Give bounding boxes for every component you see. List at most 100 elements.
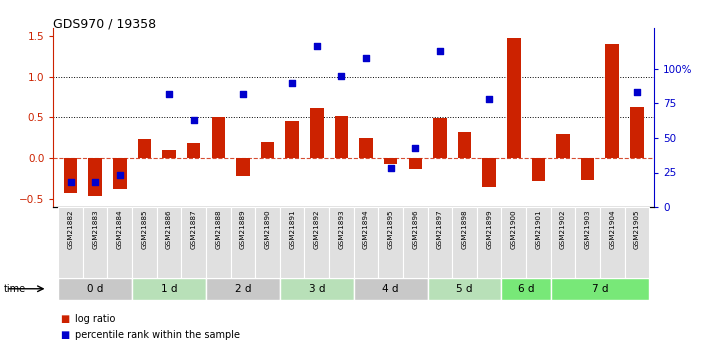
Bar <box>477 207 501 278</box>
Text: GSM21891: GSM21891 <box>289 210 295 249</box>
Text: 6 d: 6 d <box>518 284 535 294</box>
Bar <box>359 138 373 158</box>
Bar <box>452 207 477 278</box>
Bar <box>335 116 348 158</box>
Text: GSM21901: GSM21901 <box>535 210 541 249</box>
Bar <box>501 278 551 300</box>
Bar <box>427 207 452 278</box>
Text: 2 d: 2 d <box>235 284 251 294</box>
Bar <box>107 207 132 278</box>
Point <box>65 179 76 185</box>
Text: GSM21887: GSM21887 <box>191 210 197 249</box>
Bar <box>236 158 250 176</box>
Bar <box>482 158 496 187</box>
Bar <box>329 207 354 278</box>
Text: 0 d: 0 d <box>87 284 103 294</box>
Bar <box>162 150 176 158</box>
Point <box>164 91 175 97</box>
Bar <box>156 207 181 278</box>
Bar <box>433 118 447 158</box>
Text: 5 d: 5 d <box>456 284 473 294</box>
Point <box>188 117 199 123</box>
Text: ■: ■ <box>60 314 70 324</box>
Bar <box>501 207 526 278</box>
Bar <box>138 139 151 158</box>
Point <box>336 73 347 79</box>
Bar <box>384 158 397 164</box>
Point <box>508 1 520 7</box>
Bar <box>83 207 107 278</box>
Bar <box>230 207 255 278</box>
Bar <box>507 38 520 158</box>
Bar <box>354 207 378 278</box>
Text: GSM21894: GSM21894 <box>363 210 369 249</box>
Text: 1 d: 1 d <box>161 284 177 294</box>
Bar <box>206 207 230 278</box>
Text: GSM21882: GSM21882 <box>68 210 73 249</box>
Bar <box>304 207 329 278</box>
Text: percentile rank within the sample: percentile rank within the sample <box>75 331 240 340</box>
Point <box>287 80 298 86</box>
Text: GSM21904: GSM21904 <box>609 210 615 249</box>
Bar <box>261 142 274 158</box>
Text: GSM21888: GSM21888 <box>215 210 221 249</box>
Text: GSM21897: GSM21897 <box>437 210 443 249</box>
Point <box>114 172 126 178</box>
Bar <box>427 278 501 300</box>
Bar <box>551 207 575 278</box>
Bar <box>212 117 225 158</box>
Text: GSM21892: GSM21892 <box>314 210 320 249</box>
Text: time: time <box>4 284 26 294</box>
Point <box>360 55 372 61</box>
Bar <box>181 207 206 278</box>
Bar <box>600 207 624 278</box>
Bar <box>458 132 471 158</box>
Text: GSM21898: GSM21898 <box>461 210 468 249</box>
Text: GSM21896: GSM21896 <box>412 210 418 249</box>
Text: GSM21895: GSM21895 <box>387 210 394 249</box>
Bar <box>113 158 127 189</box>
Bar <box>310 108 324 158</box>
Text: GSM21889: GSM21889 <box>240 210 246 249</box>
Bar <box>58 207 83 278</box>
Text: GSM21905: GSM21905 <box>634 210 640 249</box>
Text: 3 d: 3 d <box>309 284 325 294</box>
Text: GDS970 / 19358: GDS970 / 19358 <box>53 17 156 30</box>
Bar <box>378 207 403 278</box>
Bar <box>403 207 427 278</box>
Bar <box>606 44 619 158</box>
Text: GSM21902: GSM21902 <box>560 210 566 249</box>
Point <box>385 166 396 171</box>
Bar <box>556 134 570 158</box>
Text: 4 d: 4 d <box>383 284 399 294</box>
Bar <box>64 158 77 193</box>
Point <box>631 90 643 95</box>
Text: GSM21885: GSM21885 <box>141 210 147 249</box>
Text: GSM21890: GSM21890 <box>264 210 271 249</box>
Text: ■: ■ <box>60 331 70 340</box>
Bar <box>187 142 201 158</box>
Text: log ratio: log ratio <box>75 314 115 324</box>
Text: GSM21883: GSM21883 <box>92 210 98 249</box>
Text: GSM21886: GSM21886 <box>166 210 172 249</box>
Text: 7 d: 7 d <box>592 284 608 294</box>
Point <box>606 7 618 12</box>
Text: GSM21899: GSM21899 <box>486 210 492 249</box>
Bar <box>255 207 280 278</box>
Bar <box>581 158 594 180</box>
Bar <box>526 207 551 278</box>
Bar <box>285 121 299 158</box>
Bar <box>88 158 102 196</box>
Bar <box>624 207 649 278</box>
Bar <box>132 278 206 300</box>
Point <box>483 97 495 102</box>
Bar <box>280 207 304 278</box>
Text: GSM21884: GSM21884 <box>117 210 123 249</box>
Bar <box>575 207 600 278</box>
Bar <box>58 278 132 300</box>
Bar <box>354 278 427 300</box>
Point <box>311 43 323 48</box>
Point <box>237 91 249 97</box>
Bar <box>132 207 156 278</box>
Bar <box>280 278 354 300</box>
